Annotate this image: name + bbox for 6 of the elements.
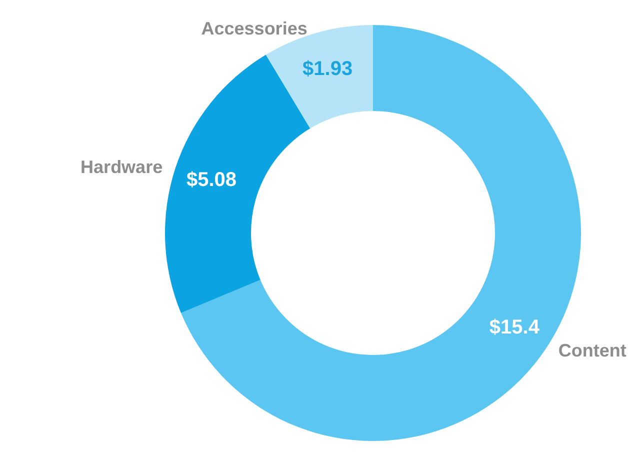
slice-label: Accessories	[201, 18, 308, 39]
slice-label: Content	[558, 340, 626, 361]
data-label: $5.08	[186, 168, 237, 191]
data-label: $15.4	[489, 316, 540, 338]
data-label: $1.93	[302, 58, 353, 80]
slice-label: Hardware	[80, 156, 163, 177]
